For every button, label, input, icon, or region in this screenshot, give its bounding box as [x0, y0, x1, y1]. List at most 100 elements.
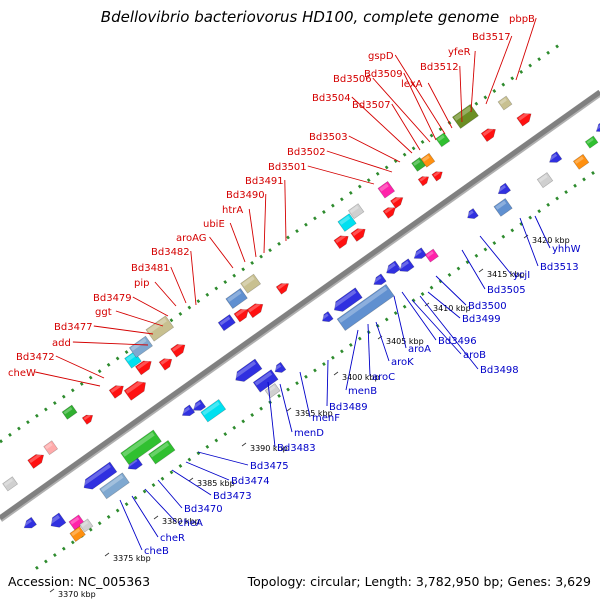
gene-arrow-reverse: [332, 287, 363, 312]
label-connector-forward: [403, 72, 437, 141]
label-connector-reverse: [534, 215, 551, 249]
gene-label-forward: Bd3509: [364, 69, 403, 80]
gene-arrow-forward: [123, 379, 146, 401]
label-lines: [35, 17, 551, 551]
label-connector-reverse: [401, 291, 437, 341]
label-connector-forward: [326, 150, 393, 173]
tick-mark: [377, 335, 383, 340]
label-connector-reverse: [119, 499, 143, 551]
tick-mark: [104, 552, 110, 557]
label-connector-reverse: [171, 469, 212, 496]
label-connector-forward: [307, 165, 375, 185]
label-connector-forward: [72, 341, 149, 346]
label-connector-reverse: [299, 371, 311, 418]
label-connector-reverse: [427, 291, 461, 319]
gene-label-reverse: Bd3499: [462, 314, 501, 325]
gene-box: [536, 172, 554, 189]
gene-arrow-reverse: [466, 208, 479, 219]
gene-label-reverse: menF: [312, 413, 340, 424]
gene-box: [217, 314, 236, 332]
gene-box: [377, 180, 396, 199]
gene-arrow-reverse: [372, 273, 387, 285]
gene-label-reverse: Bd3505: [487, 285, 526, 296]
gene-arrow-reverse: [126, 456, 143, 470]
map-title: Bdellovibrio bacteriovorus HD100, comple…: [101, 8, 499, 26]
gene-box: [225, 287, 248, 310]
gene-arrow-forward: [246, 302, 264, 319]
gene-label-forward: Bd3506: [333, 74, 372, 85]
dotted-guide-line: [0, 40, 565, 444]
tick-mark: [523, 234, 529, 239]
gene-arrow-reverse: [497, 182, 512, 195]
gene-label-forward: pbpB: [509, 14, 535, 25]
label-connector-reverse: [157, 479, 183, 509]
label-connector-forward: [284, 179, 287, 242]
gene-label-forward: cheW: [8, 368, 36, 379]
gene-label-forward: pip: [134, 278, 149, 289]
gene-box: [451, 103, 479, 129]
gene-label-forward: Bd3507: [352, 100, 391, 111]
gene-arrow-forward: [108, 384, 124, 399]
gene-label-forward: Bd3491: [245, 176, 284, 187]
gene-arrow-reverse: [81, 461, 118, 490]
gene-arrow-forward: [233, 307, 249, 323]
gene-box: [2, 476, 19, 492]
tick-label: 3410 kbp: [433, 304, 471, 313]
gene-box: [200, 399, 227, 423]
label-connector-forward: [459, 65, 463, 123]
tick-mark: [478, 268, 484, 273]
gene-arrow-reverse: [385, 260, 402, 274]
gene-label-forward: Bd3502: [287, 147, 326, 158]
gene-arrow-reverse: [595, 120, 600, 132]
gene-box: [493, 198, 513, 217]
label-connector-forward: [394, 54, 446, 135]
gene-arrow-forward: [81, 414, 94, 425]
gene-label-forward: Bd3481: [131, 263, 170, 274]
gene-label-reverse: aroA: [408, 344, 431, 355]
label-connector-reverse: [519, 217, 539, 267]
gene-arrow-reverse: [321, 311, 334, 323]
gene-arrow-reverse: [548, 151, 563, 163]
gene-box: [497, 95, 513, 111]
gene-arrow-reverse: [48, 512, 67, 528]
gene-label-reverse: Bd3496: [438, 336, 477, 347]
gene-arrow-reverse: [273, 361, 287, 373]
gene-label-reverse: aroC: [372, 372, 395, 383]
gene-label-reverse: yhhW: [552, 244, 581, 255]
gene-arrow-forward: [480, 127, 496, 142]
gene-box: [337, 213, 357, 232]
gene-label-reverse: Bd3500: [468, 301, 507, 312]
gene-label-reverse: Bd3483: [277, 443, 316, 454]
gene-label-reverse: ycjI: [513, 270, 530, 281]
gene-box: [61, 404, 78, 420]
gene-arrow-forward: [390, 195, 404, 209]
gene-label-reverse: aroK: [391, 357, 414, 368]
label-connector-forward: [93, 325, 154, 335]
gene-label-reverse: Bd3470: [184, 504, 223, 515]
gene-arrow-reverse: [22, 516, 37, 529]
label-connector-forward: [348, 135, 401, 163]
gene-label-forward: gspD: [368, 51, 394, 62]
gene-box: [424, 248, 439, 263]
gene-label-forward: Bd3490: [226, 190, 265, 201]
tick-label: 3420 kbp: [532, 236, 570, 245]
gene-box: [240, 273, 262, 294]
label-connector-reverse: [197, 451, 249, 466]
gene-label-forward: Bd3504: [312, 93, 351, 104]
label-connector-reverse: [411, 299, 462, 355]
gene-arrow-reverse: [412, 247, 427, 259]
gene-box: [145, 315, 175, 342]
label-connector-reverse: [345, 329, 359, 391]
label-connector-forward: [209, 236, 234, 269]
gene-label-reverse: Bd3513: [540, 262, 579, 273]
label-connector-forward: [351, 96, 413, 154]
label-connector-reverse: [131, 495, 159, 538]
gene-box: [347, 203, 365, 220]
gene-arrow-forward: [158, 357, 173, 371]
gene-label-reverse: Bd3498: [480, 365, 519, 376]
gene-arrow-forward: [431, 170, 443, 182]
gene-arrow-reverse: [181, 404, 196, 417]
label-connector-reverse: [479, 235, 512, 275]
label-connector-forward: [427, 82, 453, 129]
